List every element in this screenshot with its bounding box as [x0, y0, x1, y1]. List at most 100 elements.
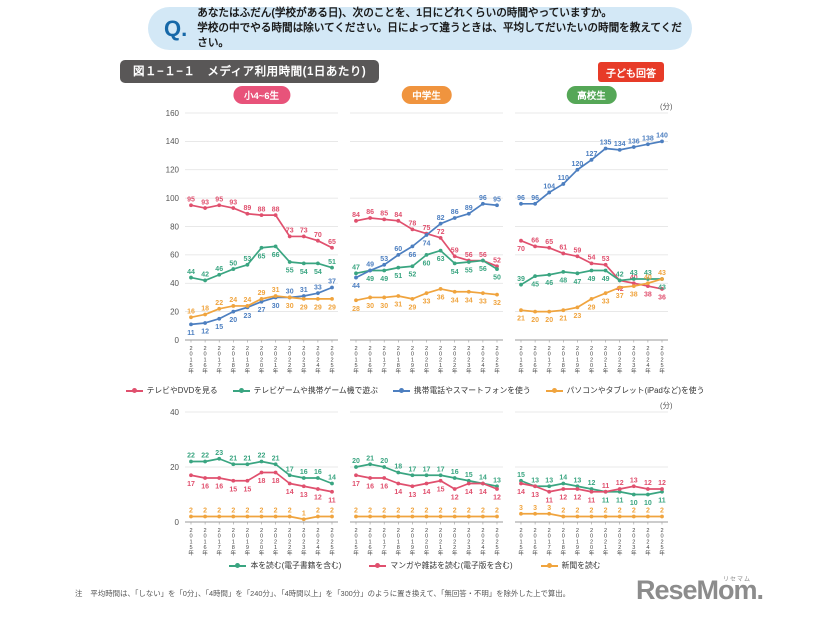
- y-tick-label: 0: [175, 518, 180, 527]
- value-label: 54: [588, 255, 596, 262]
- data-point: [589, 157, 594, 162]
- data-point: [575, 167, 580, 172]
- data-point: [589, 514, 594, 519]
- value-label: 2: [203, 508, 207, 515]
- data-point: [273, 462, 278, 467]
- value-label: 50: [493, 275, 501, 282]
- question-box: Q. あなたはふだん(学校がある日)、次のことを、1日にどれくらいの時間やってい…: [148, 7, 692, 50]
- data-point: [259, 514, 264, 519]
- y-tick-label: 40: [170, 279, 179, 288]
- value-label: 24: [244, 297, 252, 304]
- data-point: [203, 459, 207, 464]
- data-point: [245, 262, 250, 267]
- data-point: [259, 245, 264, 250]
- value-label: 2: [467, 508, 471, 515]
- data-point: [660, 277, 664, 281]
- data-point: [603, 514, 608, 519]
- value-label: 60: [394, 246, 402, 253]
- panel-中学生: 2 0 1 5 年 2 0 1 6 年 2 0 1 7 年 2 0 1 8 年 2 0 1 9 年 2 0 2 0 年 2 0 2 1 年 2 0 2 2 年…: [352, 195, 501, 375]
- value-label: 127: [586, 151, 598, 158]
- data-point: [217, 514, 222, 519]
- figure-title: 図１−１−１ メディア利用時間(1日あたり): [120, 60, 380, 83]
- value-label: 2: [231, 508, 235, 515]
- value-label: 3: [519, 505, 523, 512]
- value-label: 17: [409, 466, 417, 473]
- data-point: [287, 295, 292, 300]
- value-label: 30: [272, 303, 280, 310]
- data-point: [231, 267, 236, 271]
- data-point: [396, 514, 401, 519]
- value-label: 18: [201, 306, 209, 313]
- value-label: 72: [437, 229, 445, 236]
- value-label: 2: [481, 508, 485, 515]
- value-label: 89: [465, 205, 473, 212]
- legend-marker: [229, 563, 247, 568]
- value-label: 10: [630, 500, 638, 507]
- data-point: [396, 252, 401, 257]
- value-label: 1: [302, 510, 306, 517]
- data-point: [617, 285, 622, 290]
- data-point: [533, 484, 537, 489]
- data-point: [617, 489, 622, 494]
- note: 注平均時間は、「しない」を「0分」、「4時間」を「240分」、「4時間以上」を「…: [75, 588, 570, 599]
- data-point: [424, 291, 429, 296]
- data-point: [424, 514, 429, 519]
- data-point: [330, 489, 334, 494]
- legend-label: 新聞を読む: [561, 561, 601, 570]
- value-label: 45: [531, 282, 539, 289]
- value-label: 59: [574, 247, 582, 254]
- value-label: 75: [423, 225, 431, 232]
- data-point: [382, 268, 387, 273]
- series-line: [190, 245, 333, 282]
- value-label: 52: [493, 257, 501, 264]
- value-label: 47: [574, 279, 582, 286]
- value-label: 22: [201, 453, 209, 460]
- data-point: [495, 484, 499, 489]
- value-label: 14: [479, 475, 487, 482]
- data-point: [617, 514, 622, 519]
- data-point: [189, 275, 193, 280]
- value-label: 21: [366, 455, 374, 462]
- value-label: 29: [300, 304, 308, 311]
- value-label: 13: [409, 492, 417, 499]
- value-label: 22: [215, 300, 223, 307]
- data-point: [245, 514, 250, 519]
- value-label: 48: [559, 277, 567, 284]
- value-label: 20: [352, 458, 360, 465]
- value-label: 60: [423, 260, 431, 267]
- data-point: [354, 218, 358, 223]
- data-point: [660, 489, 664, 494]
- value-label: 51: [394, 273, 402, 280]
- y-tick-label: 20: [170, 463, 179, 472]
- data-point: [424, 233, 429, 237]
- data-point: [217, 456, 222, 461]
- value-label: 12: [493, 495, 501, 502]
- value-label: 11: [328, 497, 336, 504]
- data-point: [203, 514, 207, 519]
- data-point: [646, 487, 650, 491]
- data-point: [189, 473, 193, 478]
- data-point: [547, 489, 552, 494]
- value-label: 18: [258, 478, 266, 485]
- value-label: 96: [479, 195, 487, 202]
- legend-bottom: 本を読む(電子書籍を含む) マンガや雑誌を読む(電子版を含む) 新聞を読む: [110, 560, 720, 571]
- question-line1: あなたはふだん(学校がある日)、次のことを、1日にどれくらいの時間やっていますか…: [197, 7, 612, 19]
- data-point: [259, 296, 264, 301]
